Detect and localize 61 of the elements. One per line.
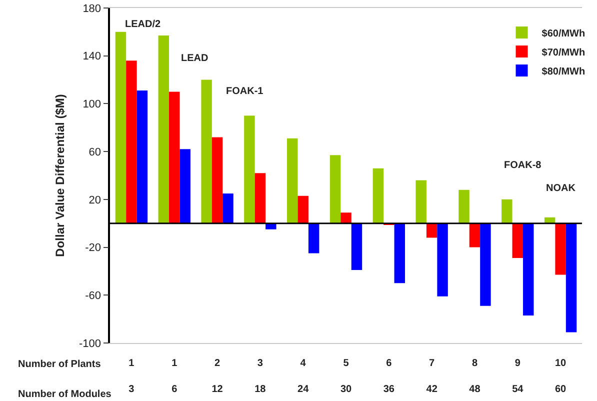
bar — [254, 173, 266, 224]
y-axis-title: Dollar Value Differential ($M) — [52, 94, 67, 257]
bar — [136, 90, 148, 224]
category-label: 8 48 — [469, 358, 480, 395]
y-tick-label: 180 — [82, 2, 102, 15]
bar — [469, 223, 480, 248]
bar — [115, 32, 126, 224]
bar — [158, 36, 169, 224]
category-label: 10 60 — [554, 358, 566, 395]
category-label: 3 18 — [254, 358, 266, 395]
category-label: 1 3 — [128, 358, 134, 395]
bar — [566, 223, 577, 332]
bar — [555, 223, 566, 275]
bar — [426, 223, 438, 238]
bar — [416, 180, 426, 224]
bar — [458, 190, 470, 224]
legend-label: $70/MWh — [542, 47, 586, 58]
bar — [201, 80, 212, 224]
category-label: 9 54 — [512, 358, 524, 395]
y-tick-label: 100 — [82, 98, 102, 111]
category-label: 1 6 — [172, 358, 178, 395]
bar — [351, 223, 362, 270]
bar — [372, 168, 384, 224]
x-axis-title: Number of Plants — [18, 359, 102, 370]
bar — [480, 223, 491, 306]
annotation: LEAD — [181, 53, 208, 64]
bar — [330, 155, 341, 224]
bar — [437, 223, 448, 296]
category-label: 5 30 — [340, 358, 352, 395]
bar — [244, 116, 255, 224]
annotation: FOAK-8 — [504, 160, 542, 171]
bar — [298, 196, 308, 224]
bar — [512, 223, 523, 258]
bar — [222, 193, 234, 224]
bar — [266, 223, 276, 230]
annotation: FOAK-1 — [226, 86, 264, 97]
bar — [523, 223, 534, 316]
y-tick-label: -20 — [85, 242, 102, 254]
text: Number of Modules — [18, 389, 112, 400]
y-tick-label: 20 — [88, 194, 102, 206]
bar — [308, 223, 320, 254]
annotation: NOAK — [546, 183, 576, 194]
bar — [502, 199, 512, 224]
category-label: 4 24 — [298, 358, 309, 395]
annotation: LEAD/2 — [125, 19, 161, 30]
legend-label: $60/MWh — [542, 28, 586, 40]
category-label: 6 36 — [383, 358, 394, 395]
bar — [180, 149, 190, 224]
bar — [340, 212, 352, 224]
bar — [126, 60, 137, 224]
y-tick-label: 60 — [88, 146, 102, 158]
legend-label: $80/MWh — [542, 66, 586, 78]
bar — [169, 92, 180, 224]
bar — [394, 223, 405, 284]
y-tick-label: -100 — [79, 338, 102, 350]
y-tick-label: 140 — [82, 50, 102, 63]
category-label: 2 12 — [212, 358, 223, 395]
bar — [212, 137, 223, 224]
category-label: 7 42 — [426, 358, 438, 395]
bar — [287, 138, 298, 224]
y-tick-label: -60 — [85, 290, 102, 302]
